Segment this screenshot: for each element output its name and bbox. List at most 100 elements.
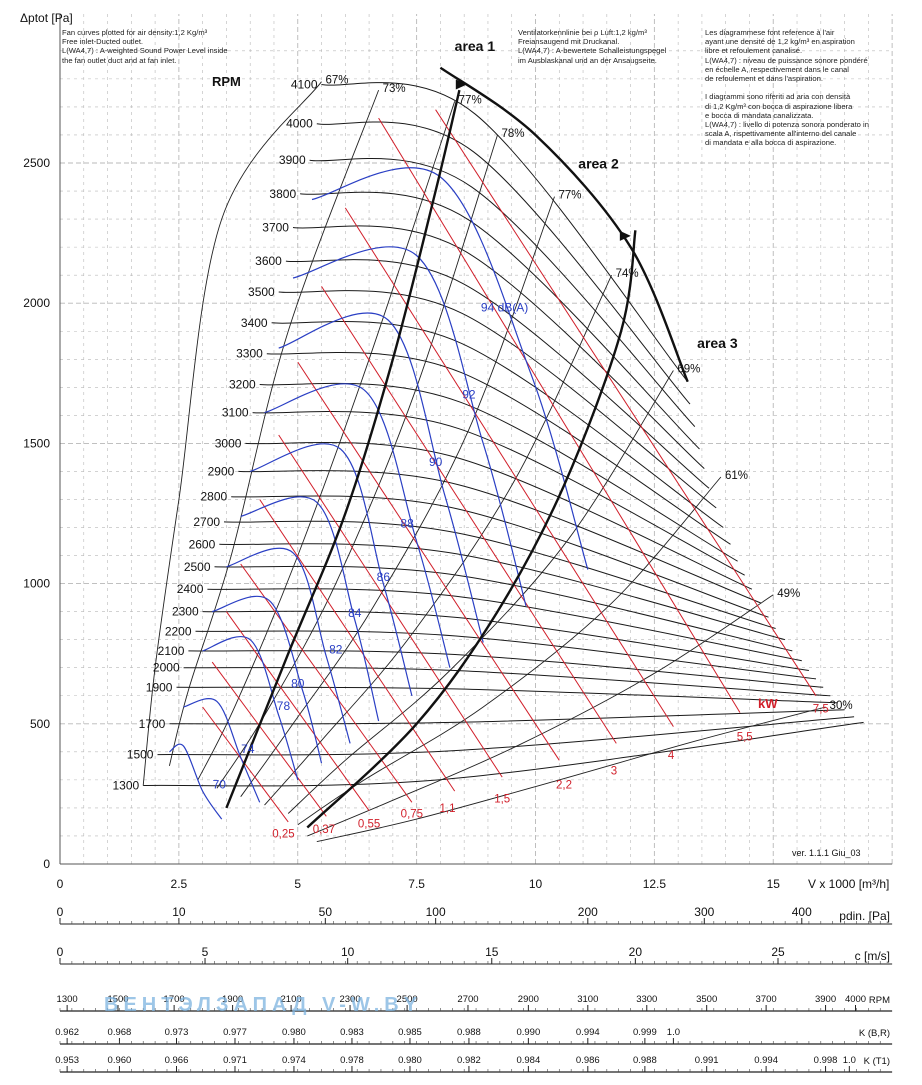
sound-curve [240, 496, 380, 722]
scale-tick-label: 4000 [845, 994, 866, 1005]
scale-tick-label: 0.978 [340, 1055, 364, 1066]
scale-tick-label: 0.980 [398, 1055, 422, 1066]
power-line [202, 706, 289, 823]
power-line [344, 207, 674, 727]
area-boundary [439, 66, 689, 383]
efficiency-line [168, 89, 380, 767]
power-line [278, 434, 503, 778]
scale-unit-label: RPM [869, 995, 890, 1006]
scale-tick-label: 100 [426, 905, 446, 919]
y-tick-label: 500 [30, 717, 50, 731]
y-tick-label: 2000 [23, 296, 50, 310]
rpm-curve [157, 716, 855, 756]
rpm-curve [176, 686, 838, 704]
power-label: 3 [611, 765, 617, 777]
efficiency-label: 78% [501, 128, 524, 140]
area-label: area 2 [578, 156, 619, 172]
power-line [240, 563, 413, 803]
sound-label: 88 [400, 517, 414, 531]
scale-tick-label: 0.971 [223, 1055, 247, 1066]
sound-curve [292, 246, 527, 607]
y-tick-label: 2500 [23, 156, 50, 170]
scale-tick-label: 3700 [756, 994, 777, 1005]
power-line [297, 361, 560, 761]
rpm-label: 3000 [215, 436, 242, 450]
scale-tick-label: 200 [578, 905, 598, 919]
x-tick-label: 0 [57, 877, 64, 891]
sound-label: 80 [291, 676, 305, 690]
scale-tick-label: 1500 [107, 994, 128, 1005]
power-label: 0,55 [358, 819, 380, 831]
scale-tick-label: 0.984 [516, 1055, 540, 1066]
power-label: 4 [668, 750, 675, 762]
power-label: 2,2 [556, 779, 572, 791]
power-line [378, 117, 741, 713]
sound-curve [212, 595, 323, 764]
efficiency-label: 61% [725, 470, 748, 482]
rpm-label: 2800 [200, 490, 227, 504]
rpm-label: 4100 [291, 77, 318, 91]
scale-tick-label: 2700 [457, 994, 478, 1005]
bottom-scales: 0 10 50 100 200 300 400 pdin. [Pa] 0 5 10 15 20 25 c [… [55, 905, 893, 1073]
scale-unit-label: K (T1) [864, 1056, 890, 1067]
area-boundary [306, 230, 637, 829]
scale-tick-label: 25 [771, 945, 785, 959]
efficiency-line [264, 275, 613, 806]
scale-unit-label: K (B,R) [859, 1028, 890, 1039]
power-unit-label: kW [758, 696, 778, 711]
scale-tick-label: 10 [172, 905, 186, 919]
rpm-label: 1700 [139, 717, 166, 731]
scale-tick-label: 1700 [164, 994, 185, 1005]
scale-tick-label: 3300 [636, 994, 657, 1005]
sound-label: 94 dB(A) [481, 301, 528, 315]
sound-curve [169, 743, 223, 820]
rpm-curve [278, 290, 717, 509]
area-boundaries [225, 66, 689, 829]
rpm-label: 3100 [222, 406, 249, 420]
scale-tick-label: 1900 [222, 994, 243, 1005]
rpm-label: 3300 [236, 347, 263, 361]
y-tick-label: 0 [43, 857, 50, 871]
grid [60, 14, 893, 864]
sound-label: 82 [329, 643, 343, 657]
scale-tick-label: 0.982 [457, 1055, 481, 1066]
rpm-label: 3900 [279, 153, 306, 167]
efficiency-lines [142, 81, 826, 843]
scale-tick-label: 20 [629, 945, 643, 959]
efficiency-label: 69% [677, 363, 700, 375]
scale-tick-label: 0.953 [55, 1055, 79, 1066]
sound-label: 90 [429, 455, 443, 469]
scale-tick-label: 5 [202, 945, 209, 959]
area-label: area 1 [455, 38, 496, 54]
rpm-curve [219, 543, 786, 641]
rpm-label: 2000 [153, 661, 180, 675]
sound-label: 74 [241, 742, 255, 756]
rpm-label: 3400 [241, 316, 268, 330]
sound-label: 86 [377, 570, 391, 584]
power-line [225, 611, 370, 811]
power-label: 1,1 [440, 803, 456, 815]
rpm-label: 1900 [146, 680, 173, 694]
rpm-curve [183, 667, 831, 697]
sound-curve [183, 697, 261, 803]
scale-tick-label: 0.990 [516, 1027, 540, 1038]
efficiency-line [240, 196, 555, 797]
rpm-curve [238, 470, 762, 604]
scale-tick-label: 400 [792, 905, 812, 919]
power-label: 0,75 [401, 809, 423, 821]
rpm-curve [207, 588, 802, 662]
efficiency-label: 30% [830, 700, 853, 712]
rpm-curve [271, 320, 724, 528]
power-line [259, 499, 456, 792]
power-line [211, 661, 327, 817]
rpm-label: 2500 [184, 560, 211, 574]
scale-tick-label: 0.977 [223, 1027, 247, 1038]
scale-unit-label: c [m/s] [855, 949, 890, 963]
rpm-curve [143, 721, 864, 787]
rpm-curve [309, 158, 696, 427]
rpm-label: 1300 [113, 778, 140, 792]
power-label: 7,5 [813, 704, 829, 716]
rpm-label: 2100 [158, 644, 185, 658]
y-tick-label: 1500 [23, 436, 50, 450]
power-label: 1,5 [494, 793, 510, 805]
